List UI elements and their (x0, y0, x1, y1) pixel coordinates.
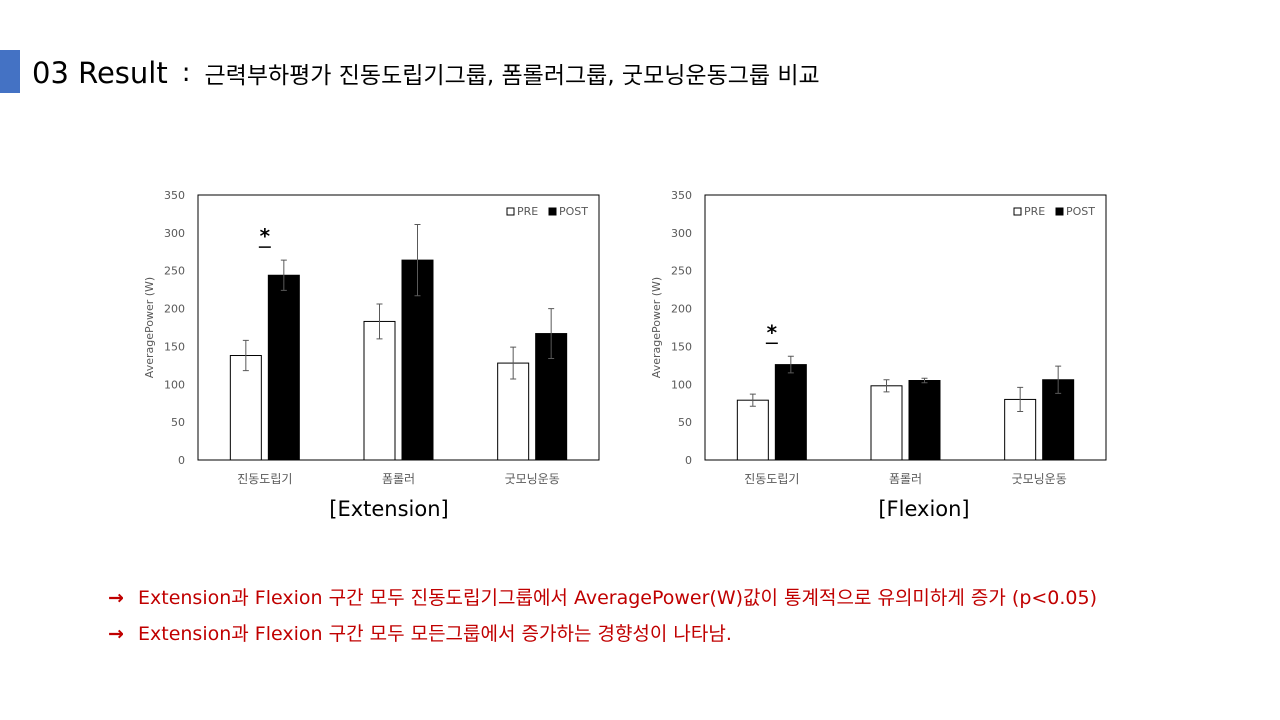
plot-area (704, 194, 1107, 461)
extension-chart-title: [Extension] (329, 497, 449, 521)
error-bar (548, 308, 555, 360)
significance-marker: * (260, 224, 271, 248)
legend-swatch-pre (1013, 207, 1022, 216)
legend-label-pre: PRE (1024, 205, 1045, 218)
error-bar (510, 346, 517, 380)
title-accent-bar (0, 50, 20, 93)
y-axis-label: AveragePower (W) (143, 277, 156, 378)
bar-pre (363, 320, 396, 461)
findings-notes: → Extension과 Flexion 구간 모두 진동도립기그룹에서 Aver… (108, 580, 1097, 652)
y-tick-label: 50 (171, 416, 185, 429)
legend-swatch-post (1055, 207, 1064, 216)
y-tick-label: 100 (164, 378, 185, 391)
error-bar (749, 393, 756, 407)
bar-pre (229, 355, 262, 461)
x-tick-label: 진동도립기 (744, 472, 799, 486)
error-bar (1055, 365, 1062, 394)
y-tick-label: 150 (164, 340, 185, 353)
y-tick-label: 300 (164, 227, 185, 240)
error-bar (787, 355, 794, 374)
bar-pre (736, 399, 769, 461)
y-tick-label: 0 (178, 454, 185, 467)
error-bar (242, 339, 249, 372)
section-number: 03 Result (32, 56, 168, 90)
plot-area (197, 194, 600, 461)
y-tick-label: 0 (685, 454, 692, 467)
legend-swatch-post (548, 207, 557, 216)
error-bar (280, 259, 287, 291)
finding-text: Extension과 Flexion 구간 모두 모든그룹에서 증가하는 경향성… (138, 623, 732, 645)
x-tick-label: 진동도립기 (237, 472, 292, 486)
extension-chart: 0 50 100 150 200 250 300 350 AveragePower (W) 진동도… (143, 189, 600, 486)
legend-label-post: POST (1066, 205, 1095, 218)
x-tick-label: 굿모닝운동 (1012, 472, 1067, 486)
finding-note: → Extension과 Flexion 구간 모두 진동도립기그룹에서 Aver… (108, 580, 1097, 616)
x-tick-label: 폼롤러 (889, 472, 922, 486)
y-tick-label: 250 (671, 265, 692, 278)
finding-text: Extension과 Flexion 구간 모두 진동도립기그룹에서 Avera… (138, 587, 1098, 609)
error-bar (883, 379, 890, 393)
legend-swatch-pre (506, 207, 515, 216)
x-tick-label: 폼롤러 (382, 472, 415, 486)
arrow-icon: → (108, 587, 124, 609)
y-tick-label: 350 (164, 189, 185, 202)
error-bar (921, 377, 928, 384)
bar-post (908, 380, 941, 461)
y-tick-label: 300 (671, 227, 692, 240)
title-colon: : (181, 58, 191, 88)
y-tick-label: 50 (678, 416, 692, 429)
y-tick-label: 200 (671, 303, 692, 316)
y-tick-label: 350 (671, 189, 692, 202)
arrow-icon: → (108, 623, 124, 645)
page-subtitle: 근력부하평가 진동도립기그룹, 폼롤러그룹, 굿모닝운동그룹 비교 (204, 63, 820, 89)
legend-label-post: POST (559, 205, 588, 218)
x-tick-label: 굿모닝운동 (505, 472, 560, 486)
y-tick-label: 200 (164, 303, 185, 316)
page-title: 03 Result : 근력부하평가 진동도립기그룹, 폼롤러그룹, 굿모닝운동… (32, 50, 820, 96)
legend-label-pre: PRE (517, 205, 538, 218)
y-tick-label: 250 (164, 265, 185, 278)
flexion-chart-title: [Flexion] (878, 497, 970, 521)
error-bar (1017, 386, 1024, 413)
y-tick-label: 100 (671, 378, 692, 391)
y-axis-label: AveragePower (W) (650, 277, 663, 378)
error-bar (376, 303, 383, 340)
error-bar (414, 224, 421, 297)
flexion-chart: 0 50 100 150 200 250 300 350 AveragePower (W) 진동도… (650, 189, 1107, 486)
bar-post (267, 274, 300, 461)
y-tick-label: 150 (671, 340, 692, 353)
bar-post (774, 364, 807, 461)
finding-note: → Extension과 Flexion 구간 모두 모든그룹에서 증가하는 경향… (108, 616, 1097, 652)
bar-pre (870, 385, 903, 461)
significance-marker: * (767, 320, 778, 344)
